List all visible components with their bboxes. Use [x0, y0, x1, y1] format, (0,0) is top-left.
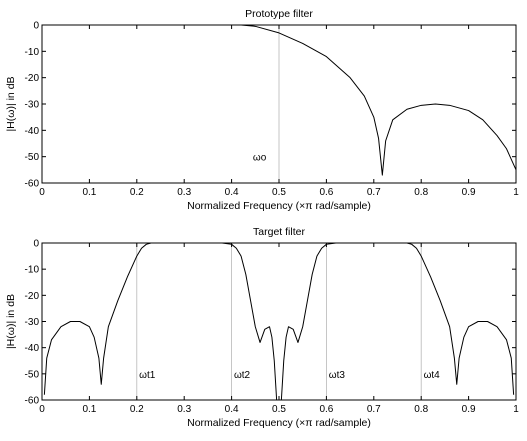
marker-label-2: ωt2	[234, 370, 251, 381]
plot-frame	[41, 242, 517, 401]
chart-panel-2: 0 0.1 0.2 0.3 0.4 0.5 0.6 0.7 0.8 0.9 1 0 -10 -20 -30 -…	[5, 226, 519, 429]
x-axis-label: Normalized Frequency (×π rad/sample)	[187, 200, 371, 212]
y-tick-label: -60	[25, 179, 40, 190]
x-tick-label: 0.7	[367, 187, 381, 198]
marker-label-3: ωt3	[329, 370, 346, 381]
chart-title: Target filter	[253, 226, 305, 238]
x-tick-label: 0.7	[367, 404, 381, 415]
y-tick-label: 0	[33, 21, 39, 32]
x-tick-label: 0	[39, 187, 45, 198]
x-tick-label: 0.3	[177, 404, 191, 415]
y-tick-label: -30	[25, 317, 40, 328]
x-tick-label: 0.5	[272, 404, 286, 415]
x-tick-label: 0.1	[82, 187, 96, 198]
y-tick-label: -30	[25, 100, 40, 111]
x-tick-label: 0.9	[462, 404, 476, 415]
x-tick-label: 0.3	[177, 187, 191, 198]
y-tick-label: -10	[25, 47, 40, 58]
x-tick-label: 0.2	[130, 187, 144, 198]
marker-label-1: ωo	[253, 153, 267, 164]
marker-label-4: ωt4	[424, 370, 441, 381]
y-tick-label: -50	[25, 369, 40, 380]
y-tick-label: -20	[25, 73, 40, 84]
x-tick-label: 0.8	[414, 187, 428, 198]
y-axis-label: |H(ω)| in dB	[5, 294, 17, 349]
marker-label-1: ωt1	[139, 370, 156, 381]
x-tick-label: 0.1	[82, 404, 96, 415]
series-line-1	[43, 242, 515, 401]
x-tick-label: 0.6	[319, 404, 333, 415]
x-axis-label: Normalized Frequency (×π rad/sample)	[187, 417, 371, 429]
x-tick-label: 1	[513, 404, 519, 415]
y-tick-label: -40	[25, 126, 40, 137]
y-tick-label: -40	[25, 343, 40, 354]
x-tick-label: 1	[513, 187, 519, 198]
chart-panel-1: 0 0.1 0.2 0.3 0.4 0.5 0.6 0.7 0.8 0.9 1 0 -10 -20 -30 -…	[5, 8, 519, 212]
x-tick-label: 0.2	[130, 404, 144, 415]
y-tick-label: -50	[25, 152, 40, 163]
x-tick-label: 0.9	[462, 187, 476, 198]
x-tick-label: 0.6	[319, 187, 333, 198]
y-tick-label: 0	[33, 239, 39, 250]
x-tick-label: 0.8	[414, 404, 428, 415]
x-tick-label: 0.5	[272, 187, 286, 198]
y-tick-label: -10	[25, 265, 40, 276]
x-tick-label: 0.4	[225, 187, 239, 198]
chart-title: Prototype filter	[245, 8, 313, 20]
x-tick-label: 0.4	[225, 404, 239, 415]
y-tick-label: -60	[25, 396, 40, 407]
y-tick-label: -20	[25, 291, 40, 302]
x-tick-label: 0	[39, 404, 45, 415]
y-axis-label: |H(ω)| in dB	[5, 76, 17, 131]
series-line-1	[42, 24, 517, 176]
